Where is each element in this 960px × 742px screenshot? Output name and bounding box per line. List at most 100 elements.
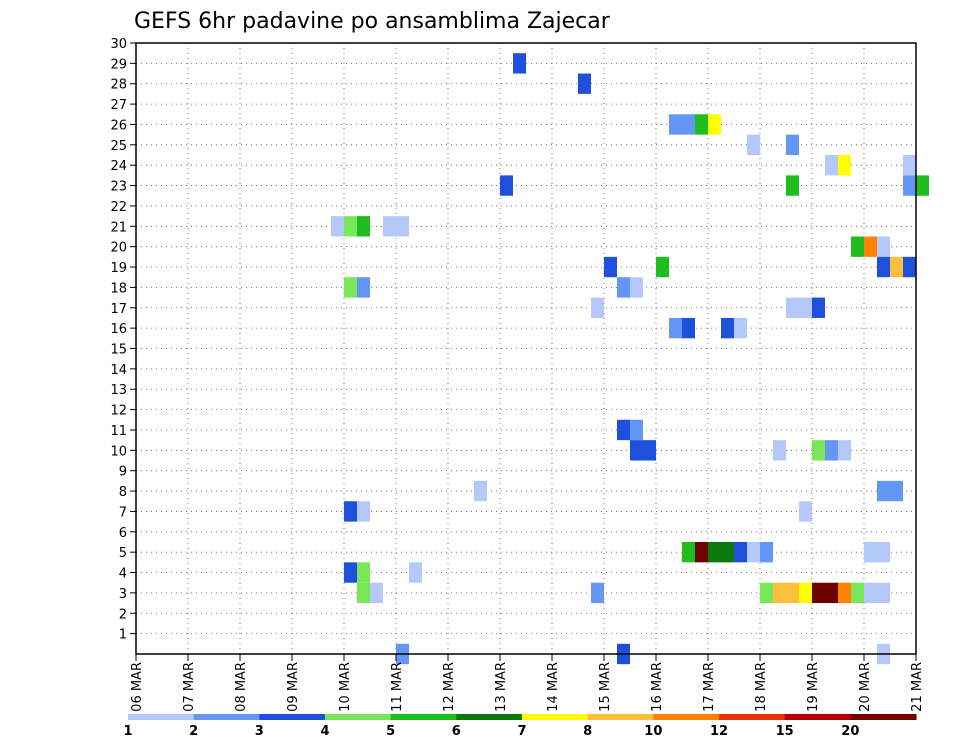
x-tick-label: 17 MAR: [702, 662, 717, 712]
x-tick-label: 06 MAR: [130, 662, 145, 712]
y-tick-label: 13: [110, 383, 127, 398]
data-cell: [500, 175, 513, 196]
y-tick-label: 2: [119, 607, 127, 622]
data-cell: [682, 114, 695, 135]
data-cell: [825, 440, 838, 461]
y-tick-label: 25: [110, 139, 127, 154]
data-cell: [890, 256, 903, 278]
data-cell: [890, 480, 903, 502]
y-tick-label: 4: [119, 567, 127, 582]
data-cell: [708, 541, 721, 563]
data-cell: [773, 582, 786, 604]
y-tick-label: 27: [110, 98, 127, 113]
y-tick-label: 28: [110, 78, 127, 93]
y-tick-label: 5: [119, 546, 127, 561]
data-cell: [838, 440, 851, 461]
data-cell: [383, 216, 396, 237]
legend-swatch: [784, 714, 851, 720]
data-cell: [773, 440, 786, 461]
x-tick-label: 11 MAR: [390, 662, 405, 712]
data-cell: [578, 73, 591, 94]
color-legend: 1 2 3 4 5 6 7 8 10 12 15 20: [123, 714, 917, 739]
y-tick-label: 15: [110, 343, 127, 358]
grid-lines: [136, 43, 916, 654]
data-cell: [747, 134, 760, 156]
x-tick-label: 12 MAR: [442, 662, 457, 712]
data-cell: [851, 236, 864, 257]
legend-swatch: [522, 714, 589, 720]
data-cell: [617, 277, 630, 298]
x-tick-label: 09 MAR: [286, 662, 301, 712]
data-cell: [799, 297, 812, 318]
data-cell: [903, 256, 916, 278]
y-tick-label: 8: [119, 485, 127, 500]
data-cell: [344, 562, 357, 583]
data-cell: [474, 480, 487, 502]
legend-swatch: [325, 714, 392, 720]
data-cell: [357, 277, 370, 298]
data-cell: [877, 256, 890, 278]
legend-label: 7: [517, 724, 526, 739]
data-cell: [812, 440, 825, 461]
data-cell: [838, 155, 851, 176]
legend-swatch: [653, 714, 720, 720]
x-tick-label: 21 MAR: [910, 662, 925, 712]
data-cell: [591, 297, 604, 318]
data-cell: [851, 582, 864, 604]
data-cell: [630, 440, 643, 461]
data-cell: [630, 419, 643, 441]
data-cell: [786, 134, 799, 156]
y-tick-label: 23: [110, 180, 127, 195]
legend-label: 3: [255, 724, 264, 739]
y-tick-label: 19: [110, 261, 127, 276]
x-tick-label: 08 MAR: [234, 662, 249, 712]
data-cell: [786, 582, 799, 604]
data-cell: [799, 582, 812, 604]
y-tick-label: 7: [119, 505, 127, 520]
legend-swatch: [193, 714, 260, 720]
data-cell: [357, 582, 370, 604]
data-cell: [838, 582, 851, 604]
y-tick-label: 30: [110, 37, 127, 52]
x-tick-label: 15 MAR: [598, 662, 613, 712]
x-tick-label: 16 MAR: [650, 662, 665, 712]
y-tick-label: 24: [110, 159, 127, 174]
legend-swatch: [390, 714, 457, 720]
y-tick-label: 18: [110, 281, 127, 296]
data-cell: [812, 297, 825, 318]
data-cell: [799, 501, 812, 522]
data-cell: [786, 297, 799, 318]
data-cell: [708, 114, 721, 135]
data-cell: [825, 155, 838, 176]
data-cell: [409, 562, 422, 583]
data-cell: [760, 541, 773, 563]
data-cell: [357, 216, 370, 237]
x-axis-ticks: 06 MAR 07 MAR 08 MAR 09 MAR 10 MAR 11 MAR 12 M…: [130, 654, 925, 712]
data-cell: [864, 236, 877, 257]
y-tick-label: 20: [110, 241, 127, 256]
x-tick-label: 07 MAR: [182, 662, 197, 712]
data-cell: [669, 114, 682, 135]
y-tick-label: 9: [119, 465, 127, 480]
legend-swatch: [259, 714, 326, 720]
data-cell: [864, 582, 877, 604]
data-cell: [630, 277, 643, 298]
x-tick-label: 20 MAR: [858, 662, 873, 712]
data-cells: [331, 53, 929, 665]
x-tick-label: 13 MAR: [494, 662, 509, 712]
data-cell: [734, 317, 747, 339]
y-axis-ticks: 1234567891011121314151617181920212223242…: [110, 37, 136, 643]
legend-label: 10: [644, 724, 662, 739]
legend-label: 12: [710, 724, 728, 739]
legend-label: 20: [841, 724, 859, 739]
x-tick-label: 18 MAR: [754, 662, 769, 712]
data-cell: [604, 256, 617, 278]
legend-label: 4: [320, 724, 329, 739]
y-tick-label: 21: [110, 220, 127, 235]
data-cell: [864, 541, 877, 563]
data-cell: [591, 582, 604, 604]
data-cell: [513, 53, 526, 74]
data-cell: [877, 582, 890, 604]
chart-title: GEFS 6hr padavine po ansamblima Zajecar: [134, 9, 611, 34]
